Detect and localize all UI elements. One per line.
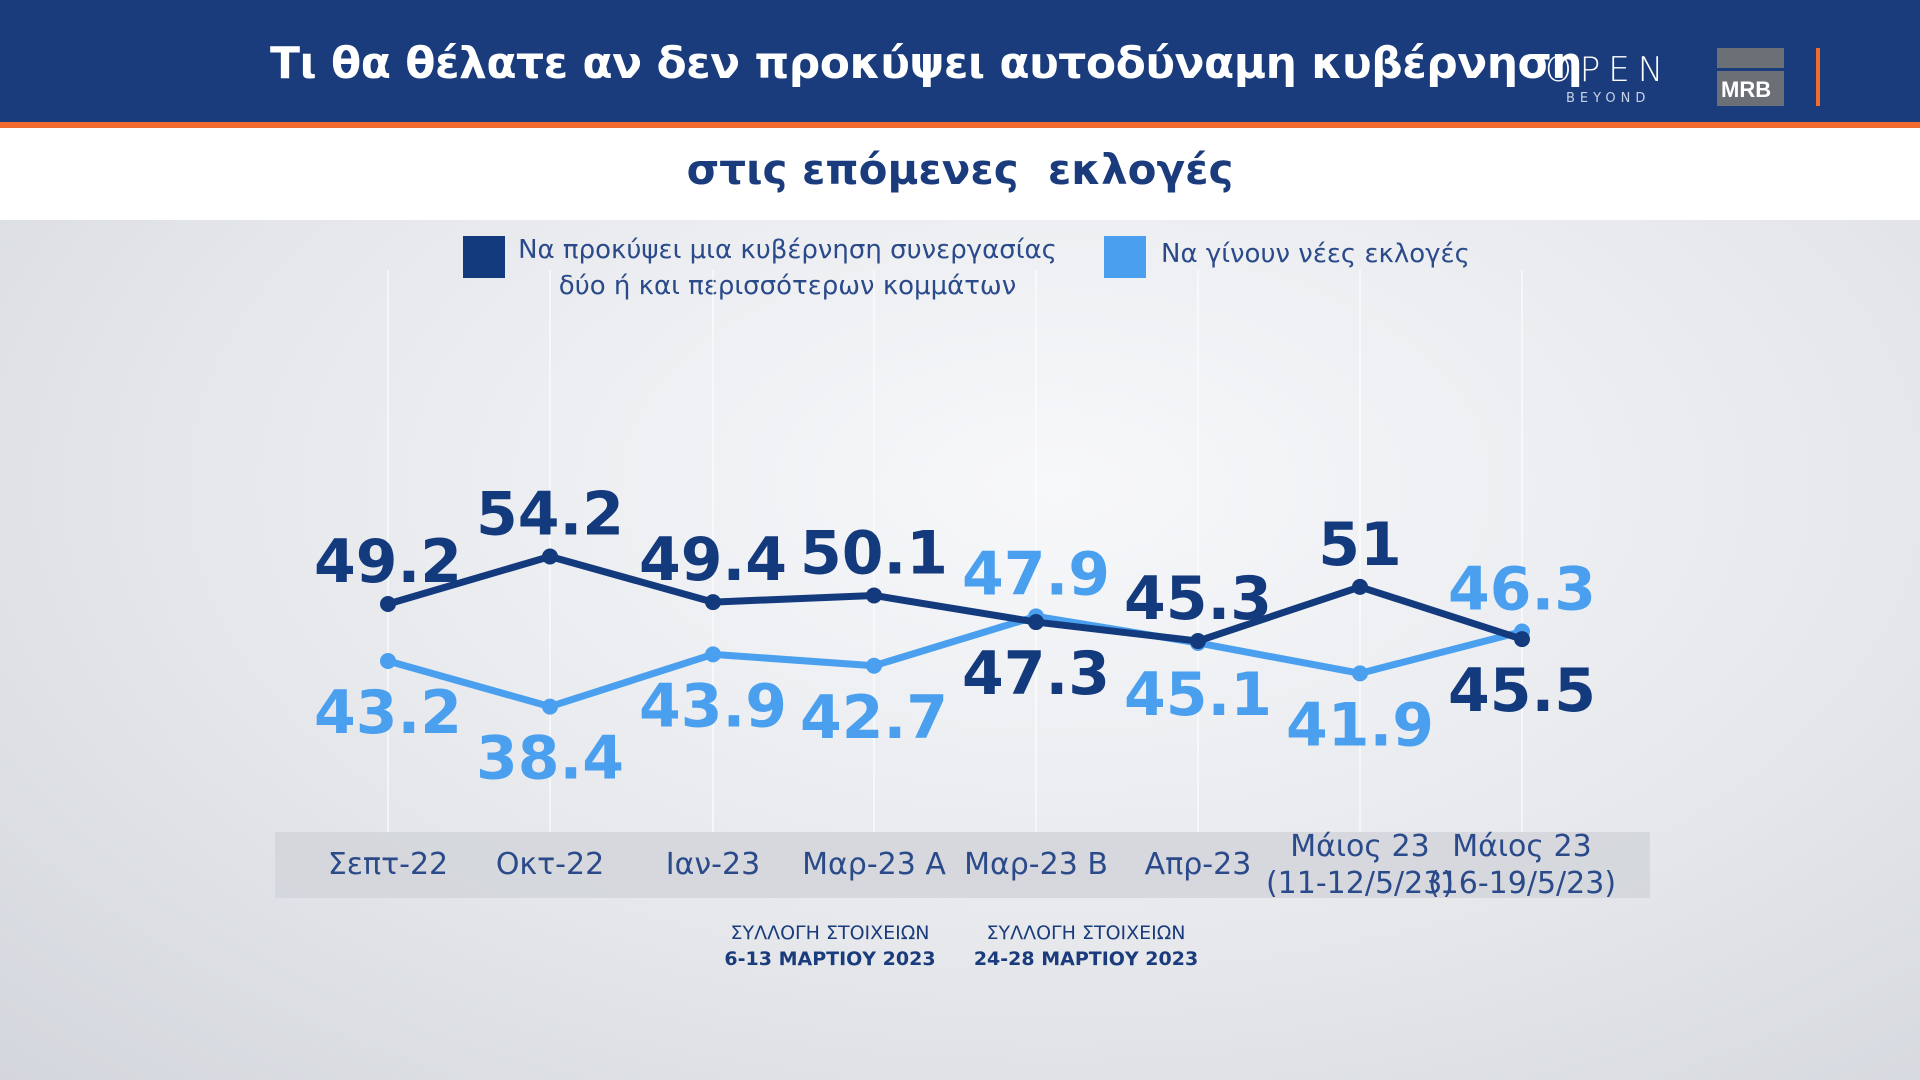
legend-swatch-dark	[463, 236, 505, 278]
x-tick-label-5: Απρ-23	[1144, 847, 1252, 882]
x-tick-label-6: Μάιος 23 (11-12/5/23)	[1265, 829, 1455, 901]
point-new-elections-0	[380, 653, 396, 669]
point-new-elections-6	[1352, 665, 1368, 682]
note-2-line1: ΣΥΛΛΟΓΗ ΣΤΟΙΧΕΙΩΝ	[986, 922, 1186, 944]
data-label-new-elections-1: 38.4	[476, 724, 624, 794]
series-line-new-elections	[387, 612, 1523, 711]
data-collection-note-1: ΣΥΛΛΟΓΗ ΣΤΟΙΧΕΙΩΝ 6-13 ΜΑΡΤΙΟΥ 2023	[724, 920, 935, 972]
x-tick-label-7: Μάιος 23 (16-19/5/23)	[1427, 829, 1617, 901]
data-label-new-elections-3: 42.7	[800, 683, 948, 753]
data-label-coalition-2: 49.4	[639, 525, 787, 595]
point-new-elections-3	[866, 657, 882, 674]
data-label-coalition-0: 49.2	[314, 527, 462, 597]
point-new-elections-2	[705, 646, 721, 663]
mrb-logo-text: MRB	[1721, 77, 1772, 102]
series-line-coalition	[387, 553, 1524, 645]
data-label-new-elections-7: 46.3	[1448, 555, 1596, 625]
legend-label-dark: Να προκύψει μια κυβέρνηση συνεργασίας δύ…	[515, 232, 1060, 304]
point-coalition-7	[1514, 631, 1530, 648]
legend-swatch-light	[1104, 236, 1146, 278]
legend-label-light: Να γίνουν νέες εκλογές	[1161, 236, 1470, 272]
header-bar	[0, 0, 1920, 122]
x-tick-label-0: Σεπτ-22	[327, 847, 449, 882]
data-label-new-elections-5: 45.1	[1124, 660, 1272, 730]
note-1-line2: 6-13 ΜΑΡΤΙΟΥ 2023	[724, 948, 936, 970]
x-tick-label-4: Μαρ-23 Β	[964, 847, 1108, 882]
open-beyond-logo-text: BEYOND	[1566, 91, 1651, 106]
page-subtitle: στις επόμενες εκλογές	[686, 145, 1234, 194]
data-label-coalition-3: 50.1	[800, 518, 948, 588]
data-label-new-elections-2: 43.9	[639, 671, 787, 741]
note-1-line1: ΣΥΛΛΟΓΗ ΣΤΟΙΧΕΙΩΝ	[730, 922, 930, 944]
header-accent-line	[0, 122, 1920, 128]
point-coalition-6	[1352, 578, 1368, 595]
subtitle-band	[0, 128, 1920, 220]
data-collection-note-2: ΣΥΛΛΟΓΗ ΣΤΟΙΧΕΙΩΝ 24-28 ΜΑΡΤΙΟΥ 2023	[974, 920, 1198, 972]
legend-label-dark-line2: δύο ή και περισσότερων κομμάτων	[558, 271, 1017, 301]
data-label-coalition-7: 45.5	[1448, 656, 1596, 726]
x-tick-label-3: Μαρ-23 Α	[802, 847, 946, 882]
point-coalition-2	[705, 594, 721, 611]
legend-label-dark-line1: Να προκύψει μια κυβέρνηση συνεργασίας	[518, 235, 1057, 265]
data-label-coalition-6: 51	[1318, 510, 1402, 580]
point-coalition-5	[1190, 633, 1206, 650]
x-tick-label-2: Ιαν-23	[665, 847, 761, 882]
point-new-elections-1	[542, 698, 558, 715]
data-label-new-elections-6: 41.9	[1286, 690, 1434, 760]
data-label-new-elections-4: 47.9	[962, 539, 1110, 609]
mrb-logo: MRB	[1717, 48, 1784, 106]
x-axis-band	[275, 832, 1650, 898]
page-title: Τι θα θέλατε αν δεν προκύψει αυτοδύναμη …	[270, 38, 1583, 89]
x-tick-label-1: Οκτ-22	[495, 847, 605, 882]
data-label-coalition-1: 54.2	[476, 480, 624, 550]
logo-accent-bar	[1816, 48, 1820, 106]
point-coalition-4	[1028, 614, 1044, 631]
data-label-coalition-4: 47.3	[962, 639, 1110, 709]
point-coalition-3	[866, 587, 882, 604]
note-2-line2: 24-28 ΜΑΡΤΙΟΥ 2023	[973, 948, 1199, 970]
data-label-new-elections-0: 43.2	[314, 678, 462, 748]
point-coalition-1	[542, 548, 558, 565]
data-label-coalition-5: 45.3	[1124, 564, 1272, 634]
point-coalition-0	[380, 596, 396, 612]
legend-label-light-line1: Να γίνουν νέες εκλογές	[1161, 239, 1470, 269]
open-logo: OPEN	[1545, 50, 1672, 90]
